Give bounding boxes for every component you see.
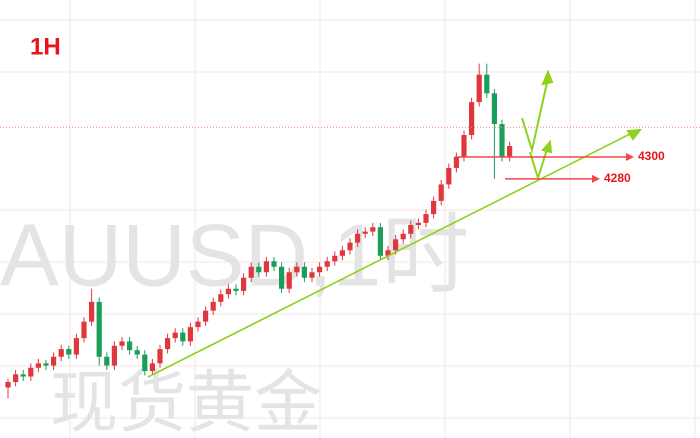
candle-body bbox=[5, 382, 11, 388]
candle-body bbox=[233, 288, 239, 291]
candle-body bbox=[35, 363, 41, 368]
candle-body bbox=[172, 332, 178, 339]
candle-body bbox=[362, 231, 368, 234]
candle-body bbox=[469, 102, 475, 136]
arrows bbox=[521, 69, 643, 182]
candle-body bbox=[271, 261, 277, 267]
trend-line bbox=[147, 130, 637, 378]
candle-body bbox=[127, 341, 133, 351]
candle-body bbox=[491, 93, 497, 125]
candle-body bbox=[339, 250, 345, 256]
candle-body bbox=[28, 367, 34, 377]
candle-body bbox=[66, 349, 72, 355]
candle-body bbox=[423, 214, 429, 223]
candle-body bbox=[476, 74, 482, 103]
candle-body bbox=[400, 233, 406, 240]
candle-body bbox=[301, 266, 307, 278]
candle-body bbox=[309, 272, 315, 278]
candle-body bbox=[453, 156, 459, 168]
candle-body bbox=[81, 321, 87, 339]
candle-body bbox=[248, 266, 254, 278]
candle-body bbox=[165, 338, 171, 350]
candle-body bbox=[507, 146, 513, 157]
level-label: 4280 bbox=[604, 171, 631, 185]
candle-body bbox=[263, 261, 269, 273]
candle-body bbox=[104, 356, 110, 366]
candle-body bbox=[256, 266, 262, 273]
candle-body bbox=[286, 272, 292, 289]
watermark: 现货黄金 bbox=[50, 365, 322, 438]
candle-body bbox=[355, 233, 361, 243]
candle-body bbox=[332, 255, 338, 262]
candle-body bbox=[149, 363, 155, 372]
candle-body bbox=[317, 266, 323, 273]
candle-body bbox=[20, 374, 26, 377]
candle-body bbox=[210, 301, 216, 311]
level-arrow bbox=[592, 174, 600, 183]
candle-body bbox=[96, 301, 102, 357]
candle-body bbox=[377, 227, 383, 256]
candle-body bbox=[119, 341, 125, 346]
candle-body bbox=[13, 374, 19, 383]
candle-body bbox=[43, 363, 49, 366]
candle-body bbox=[484, 74, 490, 94]
chart-title: 1H bbox=[30, 33, 61, 60]
candle-body bbox=[370, 227, 376, 232]
candle-body bbox=[58, 349, 64, 357]
candle-body bbox=[408, 225, 414, 234]
candle-body bbox=[347, 242, 353, 251]
candle-body bbox=[157, 349, 163, 364]
candle-body bbox=[499, 124, 505, 157]
candle-body bbox=[241, 277, 247, 291]
candle-body bbox=[51, 356, 57, 366]
level-arrow bbox=[626, 152, 634, 161]
candle-body bbox=[73, 338, 79, 355]
candle-body bbox=[461, 135, 467, 157]
candle-body bbox=[203, 310, 209, 322]
candle-body bbox=[195, 321, 201, 328]
candle-body bbox=[393, 239, 399, 251]
candle-body bbox=[415, 222, 421, 226]
candle-body bbox=[89, 301, 95, 322]
candle-body bbox=[134, 350, 140, 355]
candle-body bbox=[294, 266, 300, 273]
level-label: 4300 bbox=[638, 149, 665, 163]
candle-body bbox=[446, 167, 452, 185]
candle-body bbox=[324, 261, 330, 267]
candle-body bbox=[187, 327, 193, 342]
candle-body bbox=[279, 266, 285, 289]
candle-body bbox=[438, 184, 444, 201]
candle-body bbox=[180, 332, 186, 342]
candle-body bbox=[218, 294, 224, 302]
candle-body bbox=[385, 250, 391, 256]
candle-body bbox=[111, 345, 117, 366]
candle-body bbox=[431, 200, 437, 215]
candle-body bbox=[142, 354, 148, 372]
candle-body bbox=[225, 288, 231, 295]
